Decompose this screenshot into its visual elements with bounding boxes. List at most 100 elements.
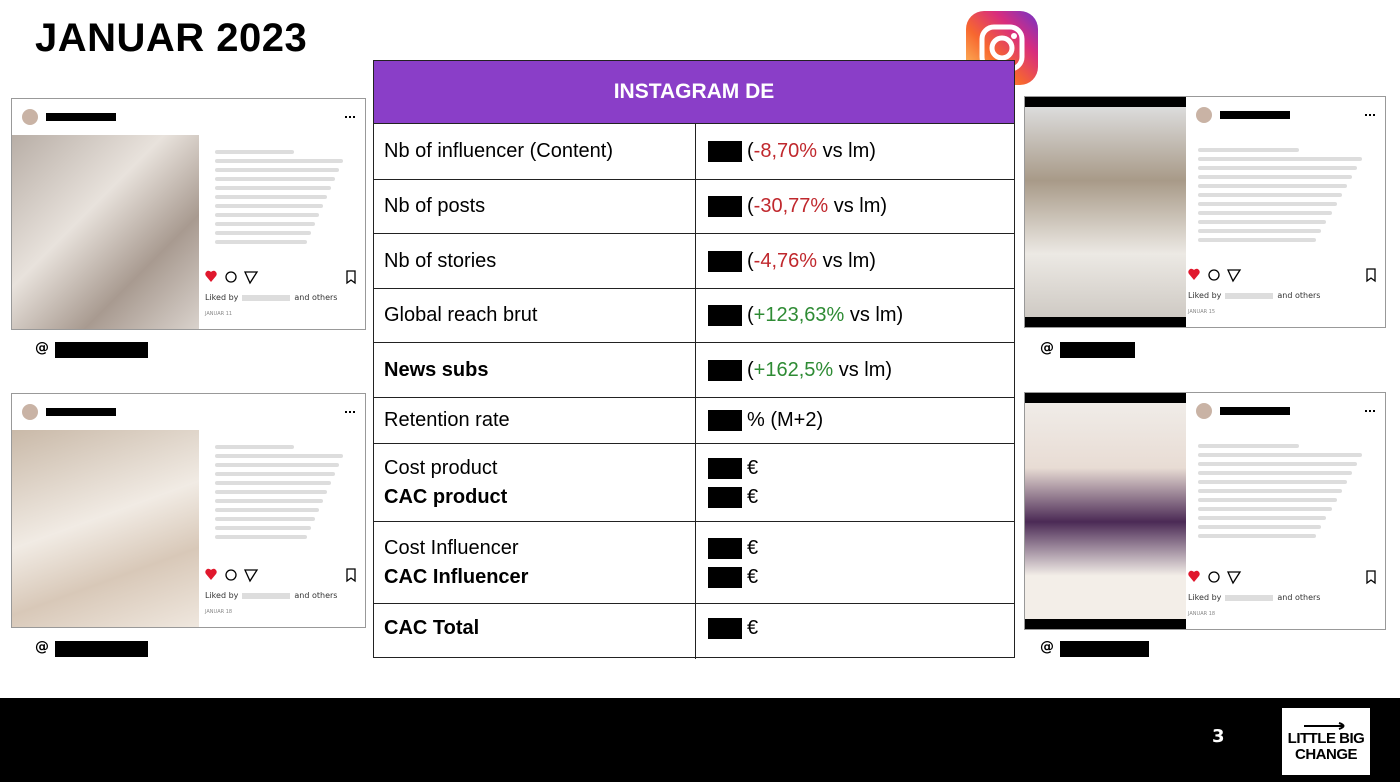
- post-image: [12, 430, 199, 627]
- value-cell: % (M+2): [695, 398, 1014, 443]
- post-date: JANUAR 11: [205, 311, 233, 317]
- handle-prefix: @: [1040, 340, 1054, 356]
- row-label: Retention rate: [384, 409, 510, 431]
- row-label: Nb of influencer (Content): [384, 140, 614, 162]
- caption-line: [215, 231, 312, 235]
- caption-line: [215, 204, 324, 208]
- redacted-handle: [55, 342, 148, 358]
- value-cell: (-8,70% vs lm): [695, 124, 1014, 179]
- redacted-value: [708, 196, 742, 217]
- table-row: CAC Total €: [374, 603, 1014, 659]
- redacted-value: [708, 457, 742, 479]
- redacted-value: [708, 359, 742, 381]
- caption-line: [1198, 525, 1322, 529]
- table-row: Cost product CAC product € €: [374, 443, 1014, 521]
- logo-line: CHANGE: [1294, 745, 1358, 763]
- redacted-username: [1220, 111, 1290, 119]
- value-line: €: [708, 563, 1014, 592]
- post-image: [12, 135, 199, 329]
- redacted-value: [708, 410, 742, 431]
- caption-line: [215, 508, 320, 512]
- value-text: (: [747, 304, 754, 326]
- caption-line: [215, 150, 295, 154]
- table-row: Nb of influencer (Content) (-8,70% vs lm): [374, 123, 1014, 179]
- caption-line: [1198, 453, 1362, 457]
- caption-line: [1198, 211, 1332, 215]
- value-line: €: [708, 483, 1014, 512]
- value-cell: € €: [695, 444, 1014, 521]
- others: and others: [294, 591, 338, 600]
- stats-table: INSTAGRAM DE Nb of influencer (Content) (…: [373, 60, 1015, 659]
- value-line: €: [708, 614, 1014, 643]
- change-value: -4,76%: [753, 249, 818, 272]
- table-row: Cost Influencer CAC Influencer € €: [374, 521, 1014, 603]
- value-line: €: [708, 534, 1014, 563]
- value-text: €: [747, 565, 759, 588]
- caption-line: [215, 517, 316, 521]
- caption-line: [215, 490, 328, 494]
- value-line: (+162,5% vs lm): [708, 356, 1014, 385]
- blurred-caption: [215, 440, 347, 544]
- caption-line: [1198, 489, 1342, 493]
- post-image: [1025, 97, 1186, 327]
- post-card: Liked by and others JANUAR 15: [1024, 96, 1386, 328]
- caption-line: [215, 186, 332, 190]
- more-icon: [1365, 410, 1375, 414]
- caption-line: [1198, 193, 1342, 197]
- value-text: (: [747, 195, 754, 217]
- redacted-handle: [1060, 641, 1149, 657]
- more-icon: [1365, 114, 1375, 118]
- caption-line: [1198, 166, 1357, 170]
- table-row: News subs (+162,5% vs lm): [374, 342, 1014, 397]
- post-date: JANUAR 18: [1188, 611, 1216, 617]
- value-text: vs lm): [817, 249, 876, 272]
- blurred-name: [1225, 594, 1274, 601]
- caption-line: [215, 499, 324, 503]
- value-line: % (M+2): [708, 406, 1014, 435]
- blurred-name: [242, 592, 291, 599]
- handle-prefix: @: [35, 340, 49, 356]
- avatar: [22, 109, 38, 125]
- handle-prefix: @: [35, 639, 49, 655]
- handle-prefix: @: [1040, 639, 1054, 655]
- value-text: vs lm): [817, 140, 876, 162]
- caption-line: [215, 213, 320, 217]
- value-text: (: [747, 249, 754, 272]
- redacted-handle: [55, 641, 148, 657]
- label-cell: Global reach brut: [384, 289, 537, 342]
- pin-icon: [1304, 721, 1345, 730]
- caption-line: [1198, 507, 1332, 511]
- redacted-value: [708, 250, 742, 272]
- blurred-name: [242, 294, 291, 301]
- change-value: -8,70%: [753, 140, 818, 162]
- table-row: Global reach brut (+123,63% vs lm): [374, 288, 1014, 342]
- liked-by-line: Liked by and others: [1188, 291, 1320, 300]
- liked-by: Liked by: [1188, 291, 1222, 300]
- liked-by-line: Liked by and others: [205, 293, 337, 302]
- caption-line: [215, 222, 316, 226]
- redacted-username: [46, 113, 116, 121]
- caption-line: [1198, 516, 1327, 520]
- liked-by: Liked by: [205, 293, 239, 302]
- value-cell: (+162,5% vs lm): [695, 343, 1014, 397]
- value-text: vs lm): [833, 358, 893, 381]
- caption-line: [1198, 148, 1300, 152]
- post-date: JANUAR 15: [1188, 309, 1216, 315]
- redacted-value: [708, 618, 742, 639]
- redacted-handle: [1060, 342, 1135, 358]
- avatar: [22, 404, 38, 420]
- table-row: Retention rate % (M+2): [374, 397, 1014, 443]
- caption-line: [215, 535, 308, 539]
- others: and others: [294, 293, 338, 302]
- caption-line: [215, 445, 295, 449]
- value-text: (: [747, 358, 754, 381]
- row-label: CAC product: [384, 485, 508, 508]
- row-label: Cost product: [384, 456, 498, 479]
- caption-line: [215, 526, 312, 530]
- post-card: Liked by and others JANUAR 18: [1024, 392, 1386, 630]
- caption-line: [215, 195, 328, 199]
- value-line: (-30,77% vs lm): [708, 192, 1014, 221]
- liked-by: Liked by: [1188, 593, 1222, 602]
- value-line: (-8,70% vs lm): [708, 137, 1014, 166]
- label-cell: Retention rate: [384, 398, 510, 443]
